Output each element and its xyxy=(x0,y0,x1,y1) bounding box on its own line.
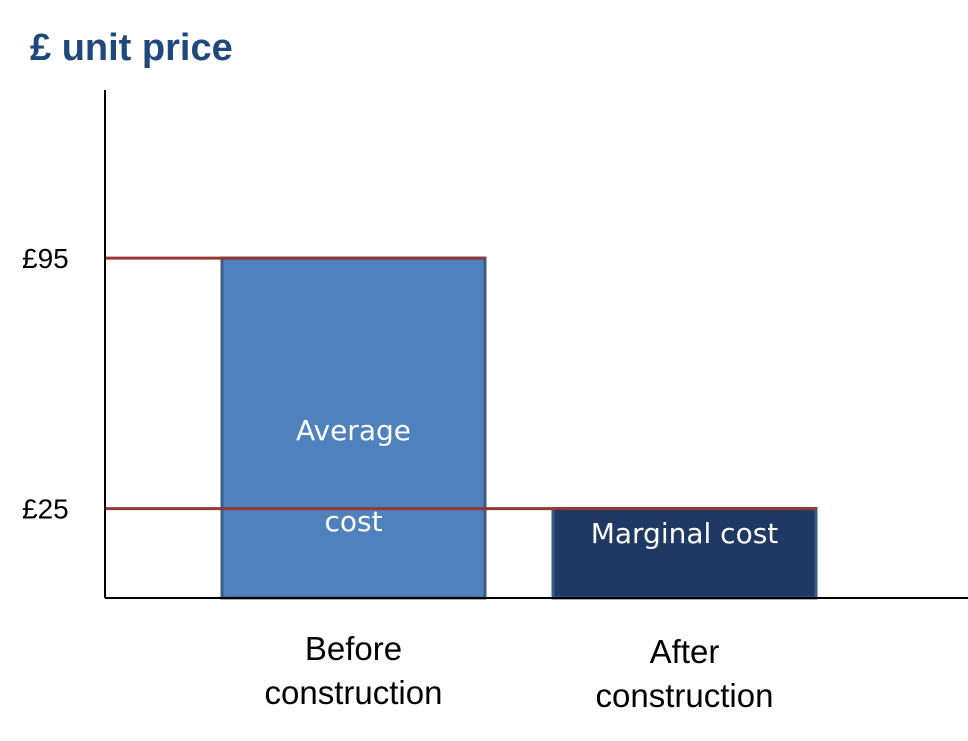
category-label-1-line-1: Before xyxy=(305,630,402,667)
bar-label-1-line-1: Average xyxy=(296,414,411,447)
bar-label-2-line-1: Marginal cost xyxy=(591,517,779,550)
category-label-2-line-1: After xyxy=(650,633,720,670)
chart-title: £ unit price xyxy=(30,27,233,69)
y-tick-label-1: £95 xyxy=(22,243,69,274)
category-label-1-line-2: construction xyxy=(265,674,443,711)
y-tick-label-2: £25 xyxy=(22,494,69,525)
bar-label-1-line-2: cost xyxy=(324,505,382,538)
category-label-2-line-2: construction xyxy=(596,677,774,714)
bar-1 xyxy=(220,256,487,600)
bar-2 xyxy=(551,507,818,600)
